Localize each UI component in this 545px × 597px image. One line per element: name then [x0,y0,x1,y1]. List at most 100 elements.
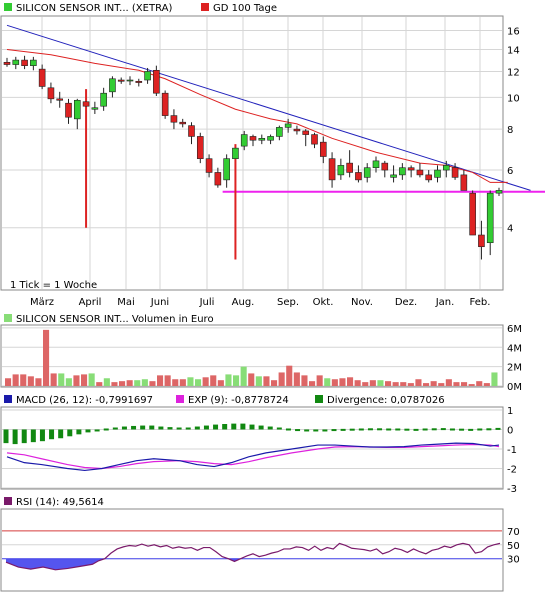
volume-bar [377,380,384,386]
volume-bar [134,380,141,386]
divergence-dash [30,429,36,443]
divergence-dash [112,427,118,430]
volume-bar [347,377,354,386]
price-y-tick-label: 14 [507,46,520,57]
volume-bar [119,381,126,386]
divergence-dash [76,429,82,435]
divergence-dash [58,429,64,439]
volume-bar [278,372,285,386]
volume-bar [468,384,475,386]
divergence-dash [331,429,337,432]
macd-y-tick-label: 1 [507,406,513,417]
macd-lines [6,442,500,472]
rsi-series-line [5,542,501,571]
candle-body [302,130,310,135]
volume-bar [12,374,19,386]
rsi-panel: RSI (14): 49,5614 70 50 30 [0,497,520,592]
candle-body [196,136,204,159]
price-x-tick-label: April [79,297,102,308]
candle-body [3,61,11,65]
volume-bar [476,381,483,386]
volume-panel: SILICON SENSOR INT... Volumen in Euro 6M… [0,314,522,393]
volume-bar [286,365,293,386]
candle-body [355,172,362,181]
divergence-dash [313,429,319,432]
divergence-dash [322,429,328,432]
volume-plot-frame [0,324,504,388]
divergence-dash [194,426,200,430]
candle-body [434,169,441,178]
gd100-line [6,49,508,183]
divergence-dash [131,425,137,430]
price-y-axis: 4 6 8 10 12 14 16 [507,27,520,235]
volume-bar [407,383,414,386]
divergence-dash [340,428,346,431]
candle-body [153,69,160,94]
rsi-y-tick-label: 70 [507,527,520,538]
volume-y-tick-label: 0M [507,382,522,393]
divergence-dash [67,429,73,437]
macd-grid [2,409,502,489]
volume-bar [27,376,34,386]
macd-series-line [6,442,500,472]
candle-body [179,121,187,125]
volume-bar [438,383,445,386]
candle-body [21,59,28,66]
volume-y-tick-label: 6M [507,324,522,335]
divergence-dash [213,424,219,430]
volume-bar [400,382,407,386]
candles [3,55,503,260]
price-x-axis: März April Mai Juni Juli Aug. Sep. Okt. Nov. Dez.… [30,297,491,308]
volume-legend-swatch [4,314,12,322]
price-grid [2,17,502,289]
price-x-tick-label: Jan. [435,297,455,308]
volume-bar [217,380,224,386]
price-legend-swatch-1 [4,3,12,11]
volume-bar [73,375,80,386]
rsi-oversold-area [6,558,500,570]
candle-body [337,165,345,176]
divergence-dash [477,428,483,431]
candle-body [451,167,459,178]
price-x-tick-label: Feb. [470,297,491,308]
volume-bar [126,380,133,386]
exp-legend-label: EXP (9): -0,8778724 [188,395,289,406]
candle-body [126,79,134,82]
price-x-tick-label: Juli [199,297,215,308]
candle-body [381,162,389,171]
candle-body [144,71,151,81]
candle-body [495,190,503,194]
price-legend-label-2: GD 100 Tage [213,3,277,14]
divergence-dash [367,428,373,431]
divergence-dash [295,429,301,432]
volume-bar [423,383,430,386]
candle-body [399,167,406,176]
divergence-dash [12,429,18,445]
candle-body [363,167,371,178]
volume-bar [50,373,57,386]
candle-body [346,162,353,173]
price-x-tick-label: Juni [150,297,169,308]
price-y-tick-label: 4 [507,224,513,235]
divergence-dash [276,427,282,430]
price-x-tick-label: Aug. [232,297,255,308]
candle-body [38,68,46,87]
volume-bar [43,329,50,386]
candle-body [240,134,248,147]
candle-body [425,174,433,181]
volume-bar [233,375,240,386]
candle-body [91,107,99,110]
candle-body [284,123,292,128]
macd-y-tick-label: -1 [507,445,517,456]
volume-y-axis: 6M 4M 2M 0M [507,324,522,393]
volume-bar [202,377,209,386]
macd-legend-label: MACD (26, 12): -0,7991697 [16,395,153,406]
candle-body [460,174,468,191]
volume-bars [5,329,498,386]
candle-body [161,92,169,116]
divergence-dash [249,424,255,430]
price-y-tick-label: 10 [507,93,520,104]
volume-bar [164,375,171,386]
candle-body [232,147,239,159]
